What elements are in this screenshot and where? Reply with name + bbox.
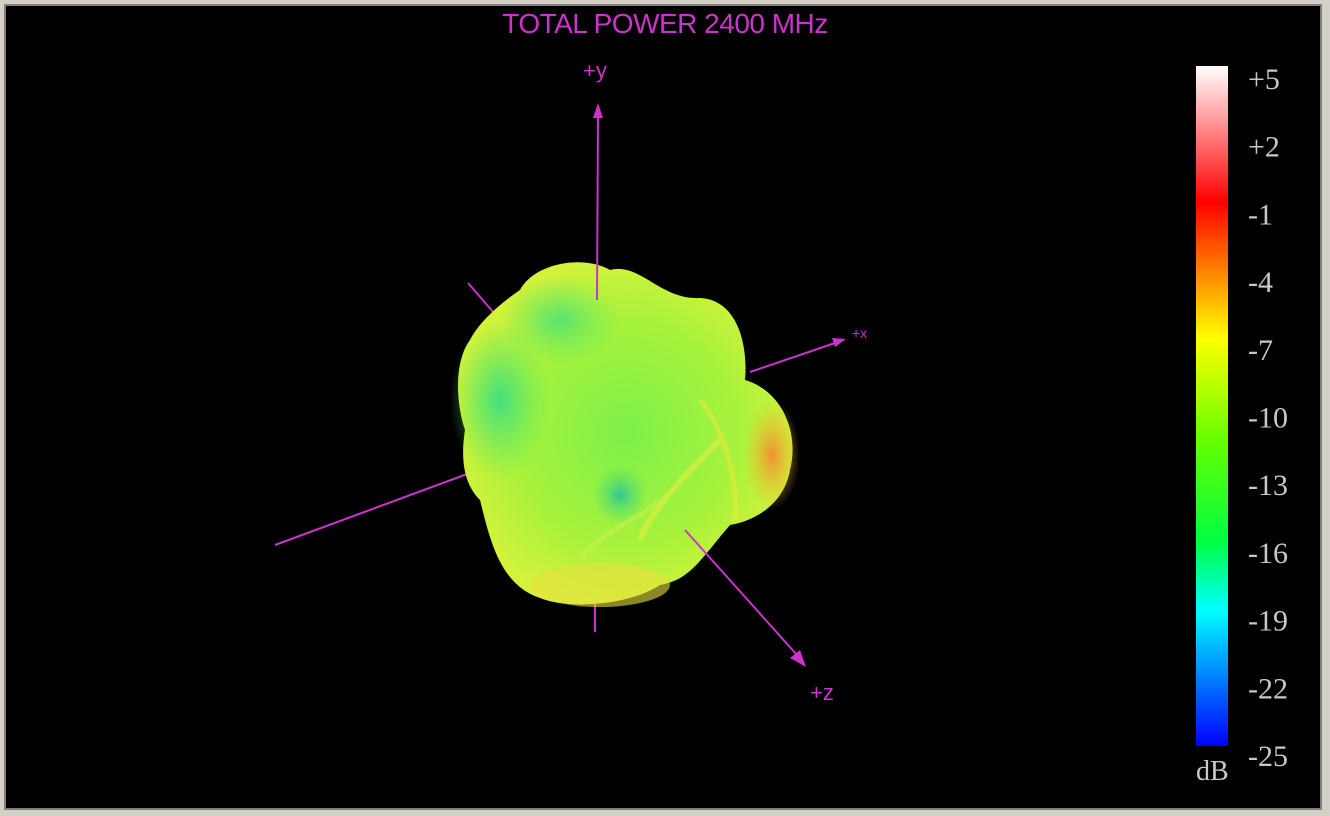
pattern-cool-left [450,320,550,480]
colorbar-tick-label: +2 [1248,131,1280,164]
pattern-warm-lower [530,563,670,607]
axis-x-arrow [832,338,846,347]
axis-z-arrow [790,650,806,667]
colorbar-ticks: +5 +2 -1 -4 -7 -10 -13 -16 -19 -22 -25 [1248,63,1288,773]
radiation-pattern-surface [450,262,800,607]
colorbar-tick-label: -16 [1248,537,1288,570]
colorbar-tick-label: +5 [1248,63,1280,96]
axis-x-label: +x [852,325,867,341]
axis-y-label: +y [583,58,607,83]
chart-title: TOTAL POWER 2400 MHz [502,8,828,39]
pattern-ridge-1 [637,437,723,542]
colorbar-tick-label: -25 [1248,740,1288,773]
pattern-ridge-3 [577,498,662,562]
colorbar-tick-label: -1 [1248,198,1273,231]
pattern-warm-lobe [744,400,800,510]
colorbar [1196,66,1228,746]
axis-z-label: +z [810,680,834,705]
colorbar-tick-label: -13 [1248,469,1288,502]
pattern-teal-spot [592,465,648,525]
axis-x-back-line [274,469,479,546]
colorbar-tick-label: -7 [1248,334,1273,367]
colorbar-tick-label: -10 [1248,402,1288,435]
colorbar-tick-label: -4 [1248,266,1273,299]
colorbar-unit: dB [1196,756,1229,787]
colorbar-tick-label: -22 [1248,672,1288,705]
axis-y-line [596,114,599,301]
pattern-ridge-2 [698,398,739,521]
colorbar-tick-label: -19 [1248,605,1288,638]
axis-x-line [749,342,836,373]
axis-y-arrow [593,103,603,118]
pattern-cool-top [500,275,620,365]
axis-z-line [684,529,798,656]
